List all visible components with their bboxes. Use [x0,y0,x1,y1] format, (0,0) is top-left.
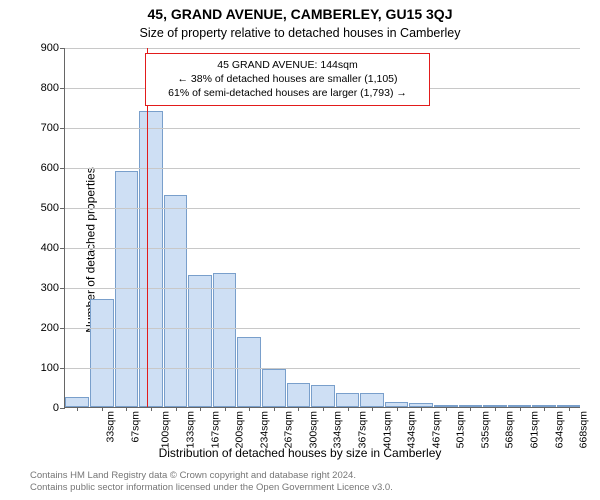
histogram-bar [287,383,311,407]
gridline-h [65,288,580,289]
xtick-mark [520,407,521,411]
xtick-mark [176,407,177,411]
ytick-mark [60,128,65,129]
xtick-label: 334sqm [332,411,344,448]
ytick-mark [60,88,65,89]
xtick-label: 300sqm [307,411,319,448]
gridline-h [65,328,580,329]
ytick-label: 300 [41,282,59,294]
xtick-mark [249,407,250,411]
ytick-mark [60,48,65,49]
xtick-mark [446,407,447,411]
ytick-mark [60,168,65,169]
histogram-bar [115,171,139,407]
xtick-mark [470,407,471,411]
chart-title: 45, GRAND AVENUE, CAMBERLEY, GU15 3QJ [0,6,600,22]
chart-subtitle: Size of property relative to detached ho… [0,26,600,40]
ytick-label: 100 [41,362,59,374]
annotation-line: 45 GRAND AVENUE: 144sqm [153,58,422,72]
gridline-h [65,128,580,129]
ytick-mark [60,368,65,369]
xtick-mark [569,407,570,411]
gridline-h [65,168,580,169]
xtick-mark [126,407,127,411]
xtick-label: 501sqm [455,411,467,448]
histogram-bar [213,273,237,407]
ytick-label: 400 [41,242,59,254]
histogram-bar [188,275,212,407]
gridline-h [65,368,580,369]
ytick-label: 500 [41,202,59,214]
xtick-mark [200,407,201,411]
ytick-label: 600 [41,162,59,174]
ytick-mark [60,208,65,209]
histogram-bar [90,299,114,407]
xtick-mark [225,407,226,411]
xtick-label: 267sqm [283,411,295,448]
x-axis-label: Distribution of detached houses by size … [0,446,600,460]
xtick-mark [102,407,103,411]
ytick-label: 800 [41,82,59,94]
ytick-mark [60,288,65,289]
histogram-bar [360,393,384,407]
xtick-label: 434sqm [406,411,418,448]
ytick-label: 900 [41,42,59,54]
footer-line-2: Contains public sector information licen… [30,482,393,494]
gridline-h [65,248,580,249]
histogram-bar [139,111,163,407]
xtick-mark [544,407,545,411]
footer-attribution: Contains HM Land Registry data © Crown c… [30,470,393,494]
xtick-label: 33sqm [105,411,117,443]
property-annotation: 45 GRAND AVENUE: 144sqm← 38% of detached… [145,53,430,106]
ytick-mark [60,248,65,249]
ytick-label: 700 [41,122,59,134]
ytick-mark [60,328,65,329]
gridline-h [65,48,580,49]
annotation-line: 61% of semi-detached houses are larger (… [153,86,422,100]
gridline-h [65,208,580,209]
xtick-label: 668sqm [578,411,590,448]
ytick-label: 200 [41,322,59,334]
xtick-label: 367sqm [356,411,368,448]
xtick-label: 535sqm [479,411,491,448]
xtick-label: 67sqm [129,411,141,443]
xtick-mark [151,407,152,411]
ytick-mark [60,408,65,409]
xtick-mark [397,407,398,411]
xtick-mark [495,407,496,411]
annotation-line: ← 38% of detached houses are smaller (1,… [153,72,422,86]
xtick-label: 100sqm [160,411,172,448]
xtick-label: 467sqm [430,411,442,448]
xtick-mark [421,407,422,411]
histogram-bar [311,385,335,407]
plot-area: 010020030040050060070080090033sqm67sqm10… [64,48,580,408]
histogram-bar [164,195,188,407]
histogram-bar [336,393,360,407]
xtick-mark [323,407,324,411]
xtick-mark [298,407,299,411]
histogram-bar [262,369,286,407]
xtick-label: 568sqm [504,411,516,448]
xtick-mark [77,407,78,411]
xtick-label: 200sqm [234,411,246,448]
xtick-label: 167sqm [209,411,221,448]
xtick-mark [372,407,373,411]
ytick-label: 0 [53,402,59,414]
xtick-mark [274,407,275,411]
footer-line-1: Contains HM Land Registry data © Crown c… [30,470,393,482]
xtick-label: 634sqm [553,411,565,448]
xtick-label: 234sqm [258,411,270,448]
xtick-label: 133sqm [184,411,196,448]
xtick-label: 401sqm [381,411,393,448]
xtick-mark [348,407,349,411]
xtick-label: 601sqm [528,411,540,448]
histogram-bar [237,337,261,407]
histogram-bar [65,397,89,407]
